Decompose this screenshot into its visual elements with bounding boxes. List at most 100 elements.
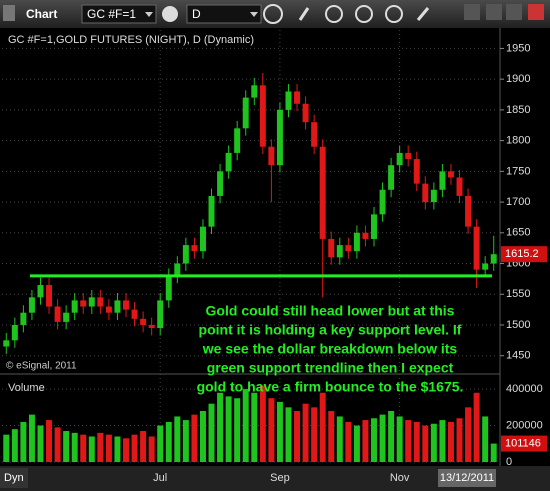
volume-bar bbox=[259, 385, 266, 462]
volume-bar bbox=[105, 434, 112, 462]
volume-bar bbox=[165, 421, 172, 462]
candle-body bbox=[311, 122, 318, 147]
last-price-box bbox=[501, 246, 547, 263]
candle-body bbox=[20, 312, 27, 325]
y-tick-label: 1700 bbox=[506, 196, 530, 208]
candle-body bbox=[422, 183, 429, 203]
volume-bar bbox=[371, 418, 377, 462]
volume-bar bbox=[46, 420, 53, 462]
volume-bar bbox=[311, 407, 318, 462]
candle-body bbox=[131, 309, 138, 319]
volume-bar bbox=[37, 425, 44, 462]
candle-body bbox=[105, 306, 112, 313]
last-volume-label: 101146 bbox=[505, 437, 541, 449]
y-tick-label: 1850 bbox=[506, 104, 530, 116]
volume-bar bbox=[208, 403, 215, 462]
refresh-icon[interactable] bbox=[325, 5, 343, 23]
volume-bar bbox=[276, 401, 283, 462]
candle-body bbox=[165, 275, 172, 301]
y-tick-label: 200000 bbox=[506, 419, 543, 431]
annotation: point it is holding a key support level.… bbox=[199, 322, 462, 338]
volume-bar bbox=[302, 403, 309, 462]
volume-bar bbox=[473, 392, 480, 462]
candle-body bbox=[362, 232, 369, 239]
candle-body bbox=[140, 318, 147, 325]
volume-bar bbox=[140, 431, 147, 462]
candle-body bbox=[456, 177, 463, 196]
pin-button[interactable] bbox=[464, 4, 480, 20]
annotation: we see the dollar breakdown below its bbox=[202, 341, 458, 357]
watermark: © eSignal, 2011 bbox=[6, 361, 77, 372]
draw-icon[interactable] bbox=[298, 7, 310, 21]
volume-bar bbox=[268, 398, 275, 462]
candle-body bbox=[396, 152, 403, 166]
candle-body bbox=[3, 340, 10, 347]
link-icon[interactable] bbox=[416, 7, 430, 21]
y-tick-label: 1450 bbox=[506, 350, 530, 362]
volume-bar bbox=[482, 416, 489, 462]
candle-body bbox=[319, 146, 326, 239]
volume-bar bbox=[413, 421, 420, 462]
candle-body bbox=[336, 245, 343, 258]
x-tick-label: Nov bbox=[390, 472, 410, 484]
candle-body bbox=[439, 171, 446, 190]
y-tick-label: 400000 bbox=[506, 383, 543, 395]
volume-bar bbox=[362, 420, 369, 462]
y-tick-label: 1550 bbox=[506, 288, 530, 300]
candle-body bbox=[148, 324, 155, 329]
clock-icon[interactable] bbox=[263, 4, 283, 24]
volume-bar bbox=[54, 427, 61, 462]
interval-box[interactable] bbox=[186, 4, 262, 24]
link-icon[interactable] bbox=[162, 6, 178, 22]
candle-body bbox=[63, 312, 70, 322]
y-tick-label: 1500 bbox=[506, 319, 530, 331]
candle-body bbox=[302, 103, 309, 123]
y-tick-label: 1900 bbox=[506, 73, 530, 85]
minimize-button[interactable] bbox=[486, 4, 502, 20]
candle-body bbox=[234, 128, 241, 153]
window-title: Chart bbox=[26, 7, 57, 21]
volume-bar bbox=[97, 432, 104, 462]
check-icon[interactable] bbox=[385, 5, 403, 23]
volume-bar bbox=[123, 438, 129, 462]
volume-bar bbox=[319, 392, 326, 462]
mode-box[interactable] bbox=[0, 468, 28, 488]
candle-body bbox=[285, 91, 292, 110]
candle-body bbox=[28, 297, 35, 313]
volume-bar bbox=[225, 396, 232, 462]
volume-bar bbox=[71, 432, 78, 462]
x-tick-label: Jul bbox=[153, 472, 167, 484]
maximize-button[interactable] bbox=[506, 4, 522, 20]
volume-bar bbox=[28, 414, 35, 462]
last-price-label: 1615.2 bbox=[505, 248, 539, 260]
symbol-box[interactable] bbox=[81, 4, 157, 24]
y-tick-label: 1650 bbox=[506, 227, 530, 239]
volume-bar bbox=[336, 416, 343, 462]
volume-bar bbox=[439, 420, 446, 462]
volume-bar bbox=[182, 420, 189, 462]
play-icon[interactable] bbox=[355, 5, 373, 23]
volume-bar bbox=[328, 410, 335, 462]
volume-bar bbox=[63, 431, 70, 462]
volume-bar bbox=[285, 407, 292, 462]
symbol: GC #F=1 bbox=[87, 7, 136, 21]
candle-body bbox=[388, 165, 395, 190]
x-tick-label: Sep bbox=[270, 472, 290, 484]
volume-bar bbox=[174, 416, 181, 462]
volume-bar bbox=[11, 429, 18, 462]
chart-icon bbox=[3, 5, 15, 21]
candle-body bbox=[123, 300, 129, 310]
candle-body bbox=[379, 189, 386, 215]
candle-body bbox=[88, 297, 95, 307]
candle-body bbox=[345, 245, 352, 252]
interval: D bbox=[192, 7, 201, 21]
dropdown-arrow bbox=[250, 12, 258, 17]
close-button[interactable] bbox=[528, 4, 544, 20]
volume-bar bbox=[422, 425, 429, 462]
candle-body bbox=[54, 306, 61, 322]
volume-bar bbox=[114, 436, 121, 462]
candle-body bbox=[174, 263, 181, 276]
volume-bar bbox=[242, 389, 249, 462]
